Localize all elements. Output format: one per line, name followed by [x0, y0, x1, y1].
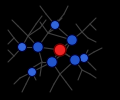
Circle shape	[51, 21, 59, 29]
Circle shape	[28, 68, 36, 76]
Circle shape	[18, 43, 26, 51]
Circle shape	[71, 56, 79, 64]
Circle shape	[34, 43, 42, 51]
Circle shape	[33, 42, 43, 52]
Circle shape	[48, 58, 56, 66]
Circle shape	[29, 69, 35, 75]
Circle shape	[19, 44, 25, 50]
Circle shape	[54, 44, 66, 56]
Circle shape	[47, 57, 57, 67]
Circle shape	[67, 35, 77, 45]
Circle shape	[70, 55, 80, 65]
Circle shape	[52, 22, 58, 28]
Circle shape	[80, 54, 88, 62]
Circle shape	[68, 36, 76, 44]
Circle shape	[55, 46, 65, 54]
Circle shape	[81, 55, 87, 61]
